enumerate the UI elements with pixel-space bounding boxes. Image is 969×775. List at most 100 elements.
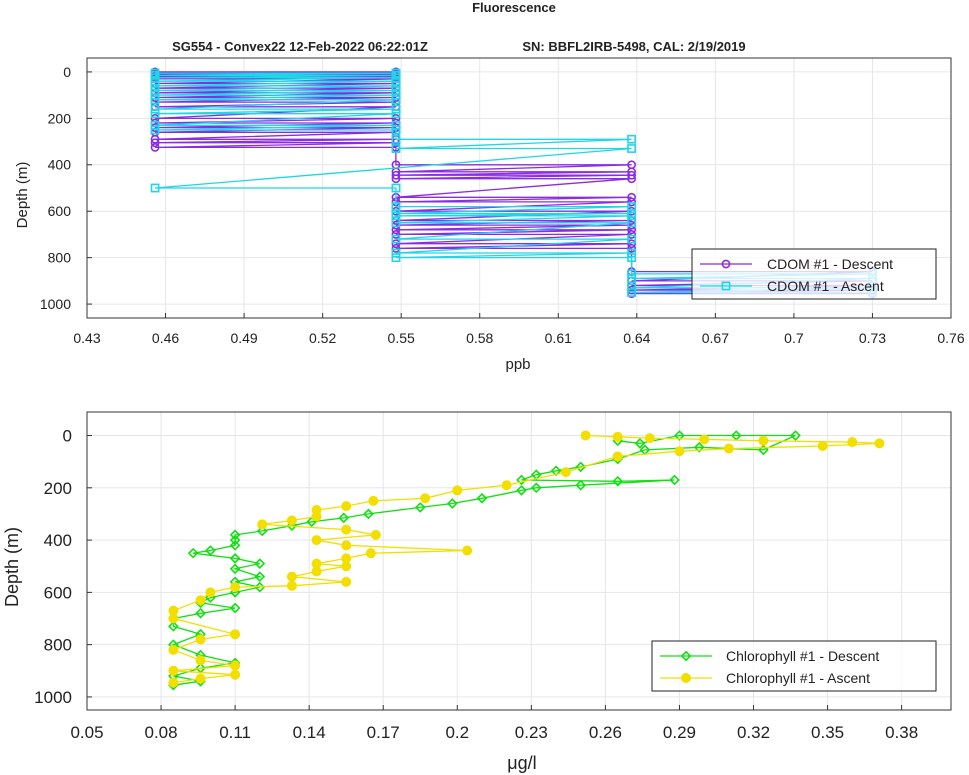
cdom-series-ascent-point bbox=[391, 120, 401, 130]
chlorophyll-series-descent-point bbox=[516, 485, 527, 496]
chlorophyll-series-ascent-point bbox=[580, 430, 591, 441]
chlorophyll-series-descent-point bbox=[550, 465, 562, 477]
cdom-series-descent-point bbox=[627, 239, 636, 249]
chlorophyll-series-descent-point bbox=[229, 563, 241, 575]
chlorophyll-x-tick-label: 0.11 bbox=[219, 723, 251, 742]
cdom-series-ascent-point bbox=[391, 253, 401, 263]
cdom-x-tick-label: 0.52 bbox=[309, 330, 336, 346]
chlorophyll-series-ascent-point bbox=[452, 485, 463, 496]
cdom-series-ascent-point bbox=[627, 253, 636, 263]
chlorophyll-y-tick-label: 0 bbox=[63, 426, 72, 445]
chlorophyll-series-descent-point bbox=[363, 508, 374, 520]
chlorophyll-series-descent-point bbox=[229, 602, 241, 614]
chlorophyll-series-ascent-point bbox=[758, 435, 769, 446]
cdom-y-tick-label: 200 bbox=[48, 110, 72, 126]
chlorophyll-series-ascent-point bbox=[674, 446, 685, 457]
chlorophyll-series-ascent-point bbox=[311, 511, 322, 522]
cdom-x-tick-label: 0.58 bbox=[466, 330, 493, 346]
chlorophyll-series-ascent bbox=[168, 430, 885, 688]
chlorophyll-series-ascent-point bbox=[168, 644, 179, 655]
cdom-series-ascent-line bbox=[155, 72, 873, 294]
chlorophyll-series-ascent-point bbox=[365, 548, 376, 559]
chlorophyll-legend-box bbox=[651, 640, 937, 692]
chlorophyll-series-ascent-point bbox=[168, 613, 179, 624]
chlorophyll-series-ascent-point bbox=[195, 634, 206, 645]
cdom-legend-entry-descent-label: CDOM #1 - Descent bbox=[767, 256, 893, 272]
cdom-series-descent-point bbox=[627, 230, 636, 239]
chlorophyll-series-descent-point bbox=[195, 607, 206, 619]
chlorophyll-series-ascent-point bbox=[341, 576, 352, 587]
cdom-series-ascent-point bbox=[627, 218, 636, 228]
chlorophyll-series-descent-point bbox=[612, 475, 624, 487]
chlorophyll-series-ascent-point bbox=[230, 669, 241, 680]
chlorophyll-series-descent-point bbox=[530, 482, 542, 494]
chlorophyll-series-ascent-point bbox=[168, 677, 179, 688]
chlorophyll-series-descent-point bbox=[476, 492, 488, 504]
cdom-series-ascent-point bbox=[150, 86, 160, 95]
chlorophyll-series-ascent-point bbox=[195, 655, 206, 666]
cdom-series-ascent-point bbox=[150, 120, 160, 130]
cdom-series-ascent-point bbox=[150, 81, 160, 91]
chlorophyll-y-tick-label: 400 bbox=[44, 531, 72, 550]
cdom-legend-box bbox=[691, 248, 937, 300]
cdom-series-ascent-point bbox=[627, 274, 636, 283]
cdom-y-tick-label: 1000 bbox=[40, 296, 71, 312]
chlorophyll-series-descent-point bbox=[187, 547, 199, 559]
chlorophyll-series-descent-point bbox=[669, 474, 680, 486]
cdom-x-tick-label: 0.43 bbox=[73, 330, 100, 346]
chlorophyll-axes: 0.05 0.08 0.11 0.14 0.17 0.2 0.23 0.26 0.29 0.32 0… bbox=[34, 411, 952, 742]
cdom-series-descent-point bbox=[627, 170, 636, 180]
cdom-series-descent-point bbox=[150, 138, 160, 148]
cdom-series-descent-point bbox=[627, 174, 636, 184]
chlorophyll-series-descent-point bbox=[575, 461, 587, 473]
cdom-legend: CDOM #1 - Descent CDOM #1 - Ascent bbox=[691, 248, 937, 300]
cdom-series-ascent bbox=[150, 68, 877, 297]
chlorophyll-series-descent-point bbox=[693, 441, 705, 453]
chlorophyll-x-tick-label: 0.05 bbox=[70, 723, 103, 742]
chlorophyll-series-descent-point bbox=[516, 474, 527, 486]
cdom-series-ascent-point bbox=[391, 134, 401, 144]
chlorophyll-x-tick-label: 0.23 bbox=[515, 723, 548, 742]
chlorophyll-series-ascent-point bbox=[205, 587, 216, 598]
cdom-series-ascent-point bbox=[627, 234, 636, 244]
chlorophyll-series-ascent-point bbox=[723, 443, 734, 454]
chlorophyll-series-ascent-point bbox=[341, 524, 352, 535]
chlorophyll-y-tick-label: 1000 bbox=[34, 688, 72, 707]
chlorophyll-legend-entry-descent-label: Chlorophyll #1 - Descent bbox=[726, 648, 879, 664]
cdom-series-ascent-point bbox=[391, 144, 401, 153]
cdom-series-ascent-point bbox=[391, 76, 401, 86]
cdom-series-ascent-point bbox=[627, 269, 636, 279]
cdom-series-ascent-point bbox=[150, 109, 160, 119]
chlorophyll-series-ascent-point bbox=[644, 433, 655, 444]
cdom-series-ascent-point bbox=[627, 248, 636, 258]
cdom-x-tick-label: 0.61 bbox=[545, 330, 572, 346]
chlorophyll-series-ascent-point bbox=[168, 665, 179, 676]
chlorophyll-series-descent-point bbox=[229, 553, 241, 564]
chlorophyll-legend-entry-ascent-marker bbox=[680, 672, 691, 683]
chlorophyll-series-descent-point bbox=[256, 525, 268, 537]
chlorophyll-series-descent-point bbox=[229, 534, 241, 546]
cdom-y-tick-label: 600 bbox=[48, 203, 72, 219]
cdom-series-ascent-point bbox=[627, 144, 636, 153]
chlorophyll-series-descent-point bbox=[338, 512, 350, 524]
cdom-series-descent-point bbox=[391, 170, 401, 180]
cdom-series-descent-point bbox=[391, 239, 401, 249]
cdom-axes: 0.43 0.46 0.49 0.52 0.55 0.58 0.61 0.64 0.67 0.7 0… bbox=[40, 57, 965, 346]
cdom-axes-box bbox=[86, 57, 952, 319]
cdom-x-axis-label: ppb bbox=[505, 356, 530, 373]
chlorophyll-series-descent-point bbox=[634, 438, 646, 449]
chlorophyll-y-tick-label: 200 bbox=[44, 479, 72, 498]
chlorophyll-series-ascent-point bbox=[462, 545, 473, 556]
chlorophyll-series-ascent-point bbox=[341, 561, 352, 572]
cdom-x-tick-label: 0.64 bbox=[623, 330, 650, 346]
chlorophyll-series-ascent-point bbox=[699, 434, 710, 445]
chlorophyll-series-ascent-point bbox=[370, 529, 381, 540]
chlorophyll-series-ascent-point bbox=[195, 595, 206, 606]
chlorophyll-legend: Chlorophyll #1 - Descent Chlorophyll #1 -… bbox=[651, 640, 937, 692]
cdom-series-descent-point bbox=[627, 192, 636, 202]
cdom-series-ascent-point bbox=[391, 248, 401, 258]
chlorophyll-series-ascent-point bbox=[420, 493, 431, 504]
cdom-x-tick-label: 0.46 bbox=[152, 330, 179, 346]
chlorophyll-series-ascent-point bbox=[341, 540, 352, 551]
cdom-series-descent-point bbox=[150, 142, 160, 152]
